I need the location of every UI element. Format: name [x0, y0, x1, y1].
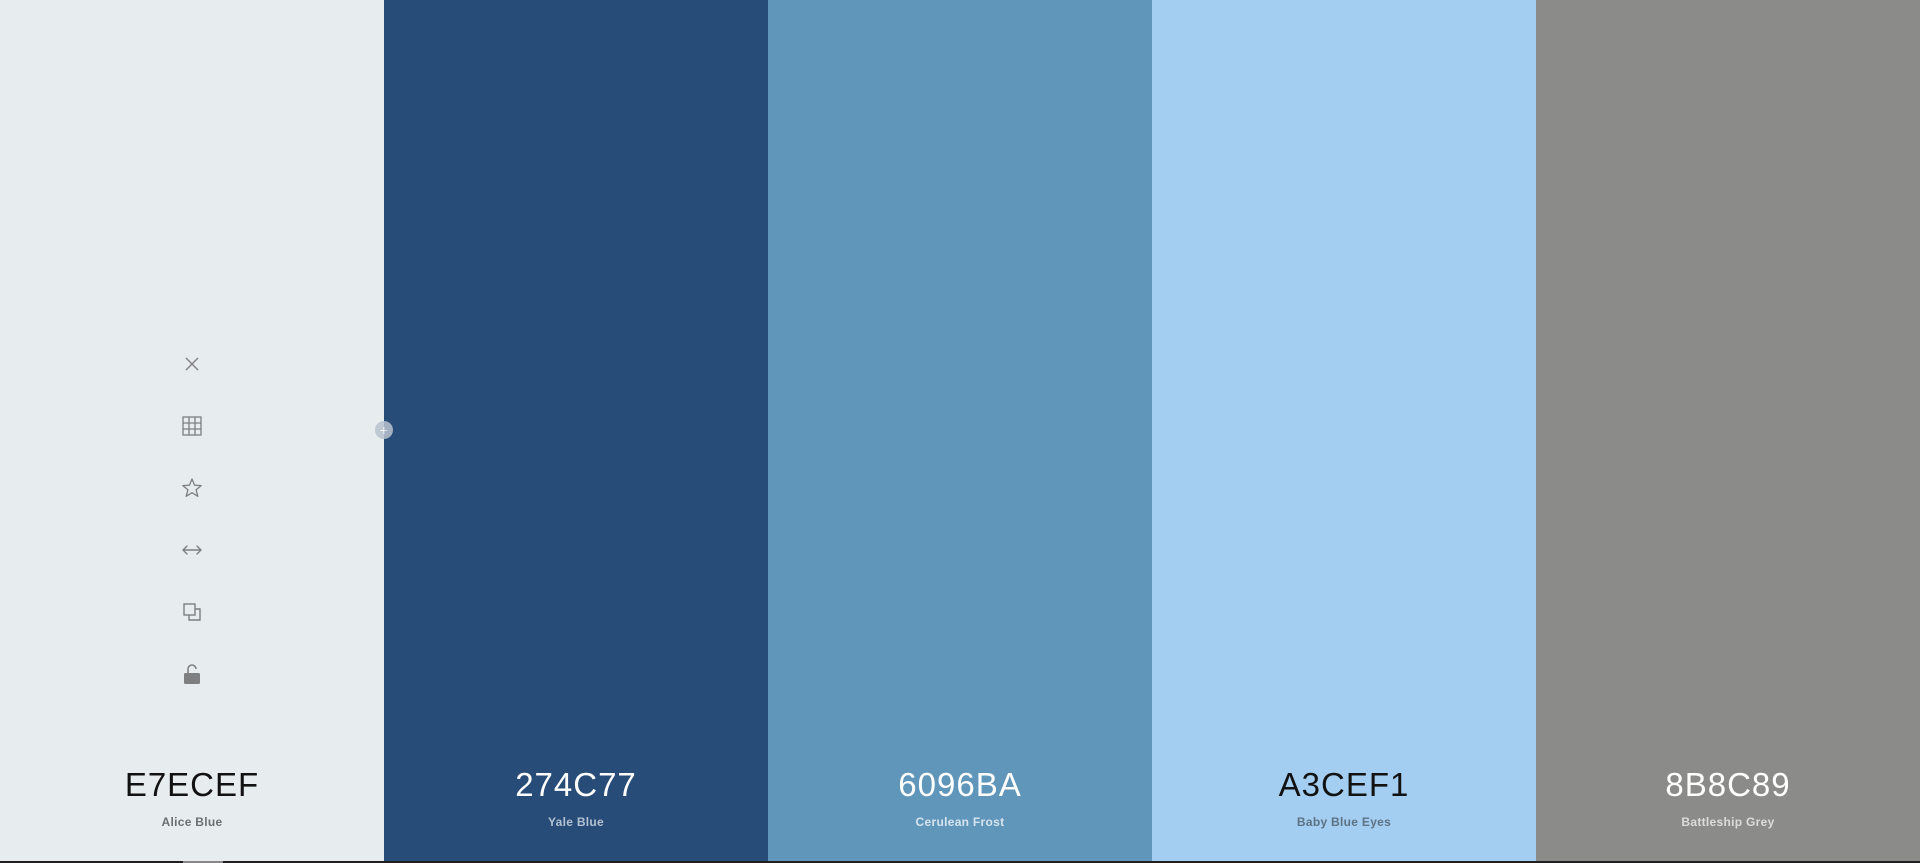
lock-color-button[interactable]: [178, 660, 206, 688]
color-hex-code[interactable]: E7ECEF: [124, 766, 260, 803]
swatch-cerulean-frost[interactable]: 6096BA Cerulean Frost: [768, 0, 1152, 861]
arrows-horizontal-icon: [182, 545, 202, 555]
add-color-button[interactable]: +: [375, 421, 393, 439]
color-name[interactable]: Cerulean Frost: [915, 815, 1005, 829]
color-name[interactable]: Yale Blue: [547, 815, 605, 829]
star-icon: [182, 478, 202, 497]
save-color-button[interactable]: [178, 474, 206, 502]
color-hex-code[interactable]: 8B8C89: [1665, 766, 1791, 803]
plus-icon: +: [379, 422, 389, 438]
remove-color-button[interactable]: [178, 350, 206, 378]
swatch-battleship-grey[interactable]: 8B8C89 Battleship Grey: [1536, 0, 1920, 861]
grid-icon: [182, 416, 202, 436]
color-name[interactable]: Baby Blue Eyes: [1296, 815, 1392, 829]
color-hex-code[interactable]: 6096BA: [898, 766, 1022, 803]
drag-handle-button[interactable]: [178, 536, 206, 564]
color-name[interactable]: Battleship Grey: [1681, 815, 1775, 829]
color-hex-code[interactable]: 274C77: [515, 766, 637, 803]
view-shades-button[interactable]: [178, 412, 206, 440]
color-name[interactable]: Alice Blue: [161, 815, 223, 829]
copy-icon: [183, 603, 201, 621]
swatch-alice-blue[interactable]: E7ECEF Alice Blue: [0, 0, 384, 861]
bottom-bar: [0, 861, 1920, 863]
swatch-toolbar: [0, 350, 384, 722]
unlock-icon: [184, 664, 200, 684]
copy-hex-button[interactable]: [178, 598, 206, 626]
scroll-thumb[interactable]: [183, 861, 223, 863]
swatch-yale-blue[interactable]: 274C77 Yale Blue: [384, 0, 768, 861]
swatch-baby-blue-eyes[interactable]: A3CEF1 Baby Blue Eyes: [1152, 0, 1536, 861]
close-icon: [185, 357, 199, 371]
color-hex-code[interactable]: A3CEF1: [1278, 766, 1410, 803]
